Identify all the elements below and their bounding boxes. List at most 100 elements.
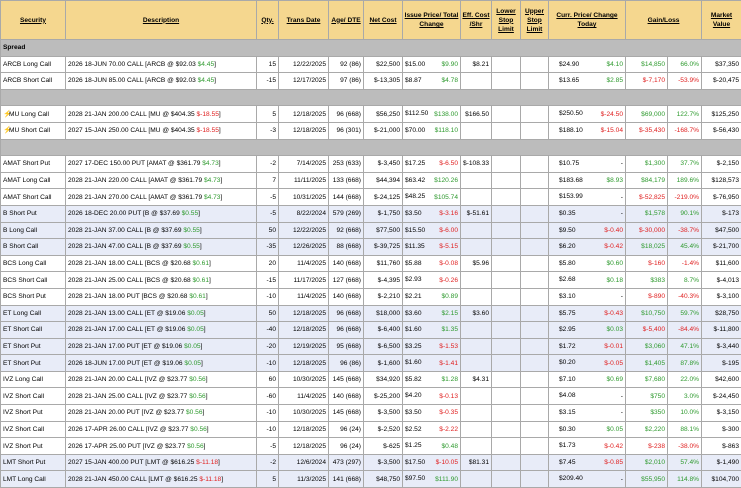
upper-stop-cell[interactable]	[521, 421, 549, 438]
lower-stop-cell[interactable]	[492, 222, 521, 239]
security-cell[interactable]: ET Long Call	[1, 305, 66, 322]
col-header-net-cost[interactable]: Net Cost	[364, 1, 403, 40]
security-cell[interactable]: ⚡MU Long Call	[1, 106, 66, 123]
lower-stop-cell[interactable]	[492, 172, 521, 189]
security-cell[interactable]: AMAT Short Call	[1, 189, 66, 206]
col-header-lower-stop[interactable]: Lower Stop Limit	[492, 1, 521, 40]
security-cell[interactable]: BCS Short Call	[1, 272, 66, 289]
upper-stop-cell[interactable]	[521, 438, 549, 455]
col-header-age-dte[interactable]: Age/ DTE	[329, 1, 364, 40]
upper-stop-cell[interactable]	[521, 305, 549, 322]
lower-stop-cell[interactable]	[492, 189, 521, 206]
upper-stop-cell[interactable]	[521, 205, 549, 222]
upper-stop-cell[interactable]	[521, 172, 549, 189]
security-cell[interactable]: ET Short Put	[1, 355, 66, 372]
upper-stop-cell[interactable]	[521, 454, 549, 471]
security-cell[interactable]: IVZ Short Put	[1, 438, 66, 455]
lower-stop-cell[interactable]	[492, 288, 521, 305]
col-header-description[interactable]: Description	[66, 1, 257, 40]
lower-stop-cell[interactable]	[492, 338, 521, 355]
upper-stop-cell[interactable]	[521, 405, 549, 422]
lower-stop-cell[interactable]	[492, 156, 521, 173]
lower-stop-cell[interactable]	[492, 454, 521, 471]
lower-stop-cell[interactable]	[492, 438, 521, 455]
lower-stop-cell[interactable]	[492, 205, 521, 222]
upper-stop-cell[interactable]	[521, 189, 549, 206]
lower-stop-cell[interactable]	[492, 371, 521, 388]
security-cell[interactable]: LMT Short Put	[1, 454, 66, 471]
col-header-issue-price[interactable]: Issue Price/ Total Change	[403, 1, 461, 40]
upper-stop-cell[interactable]	[521, 222, 549, 239]
upper-stop-cell[interactable]	[521, 122, 549, 139]
security-cell[interactable]: B Long Call	[1, 222, 66, 239]
security-cell[interactable]: AMAT Short Put	[1, 156, 66, 173]
security-cell[interactable]: ET Short Call	[1, 322, 66, 339]
security-cell[interactable]: B Short Put	[1, 205, 66, 222]
lower-stop-cell[interactable]	[492, 73, 521, 90]
upper-stop-cell[interactable]	[521, 355, 549, 372]
lower-stop-cell[interactable]	[492, 122, 521, 139]
upper-stop-cell[interactable]	[521, 272, 549, 289]
security-cell[interactable]: BCS Long Call	[1, 255, 66, 272]
lower-stop-cell[interactable]	[492, 255, 521, 272]
col-header-qty[interactable]: Qty.	[257, 1, 279, 40]
security-cell[interactable]: IVZ Long Call	[1, 371, 66, 388]
security-cell[interactable]: IVZ Short Call	[1, 388, 66, 405]
col-header-gain-loss[interactable]: Gain/Loss	[626, 1, 702, 40]
lower-stop-cell[interactable]	[492, 305, 521, 322]
col-header-market-value[interactable]: Market Value	[702, 1, 741, 40]
upper-stop-cell[interactable]	[521, 156, 549, 173]
security-cell[interactable]: B Short Call	[1, 239, 66, 256]
upper-stop-cell[interactable]	[521, 388, 549, 405]
upper-stop-cell[interactable]	[521, 322, 549, 339]
col-header-curr-price[interactable]: Curr. Price/ Change Today	[549, 1, 626, 40]
lower-stop-cell[interactable]	[492, 272, 521, 289]
upper-stop-cell[interactable]	[521, 255, 549, 272]
upper-stop-cell[interactable]	[521, 106, 549, 123]
col-header-eff-cost[interactable]: Eff. Cost /Shr	[461, 1, 492, 40]
upper-stop-cell[interactable]	[521, 288, 549, 305]
security-cell[interactable]: ⚡MU Short Call	[1, 122, 66, 139]
security-cell[interactable]: ARCB Long Call	[1, 56, 66, 73]
upper-stop-cell[interactable]	[521, 338, 549, 355]
upper-stop-cell[interactable]	[521, 239, 549, 256]
col-header-security[interactable]: Security	[1, 1, 66, 40]
lower-stop-cell[interactable]	[492, 322, 521, 339]
security-cell[interactable]: ET Short Put	[1, 338, 66, 355]
security-cell[interactable]: LMT Long Call	[1, 471, 66, 488]
upper-stop-cell[interactable]	[521, 56, 549, 73]
col-header-trans-date[interactable]: Trans Date	[279, 1, 329, 40]
security-cell[interactable]: BCS Short Put	[1, 288, 66, 305]
security-cell[interactable]: AMAT Long Call	[1, 172, 66, 189]
lower-stop-cell[interactable]	[492, 239, 521, 256]
lower-stop-cell[interactable]	[492, 56, 521, 73]
col-header-upper-stop[interactable]: Upper Stop Limit	[521, 1, 549, 40]
lower-stop-cell[interactable]	[492, 106, 521, 123]
upper-stop-cell[interactable]	[521, 371, 549, 388]
security-cell[interactable]: IVZ Short Call	[1, 421, 66, 438]
security-cell[interactable]: ARCB Short Call	[1, 73, 66, 90]
lower-stop-cell[interactable]	[492, 405, 521, 422]
